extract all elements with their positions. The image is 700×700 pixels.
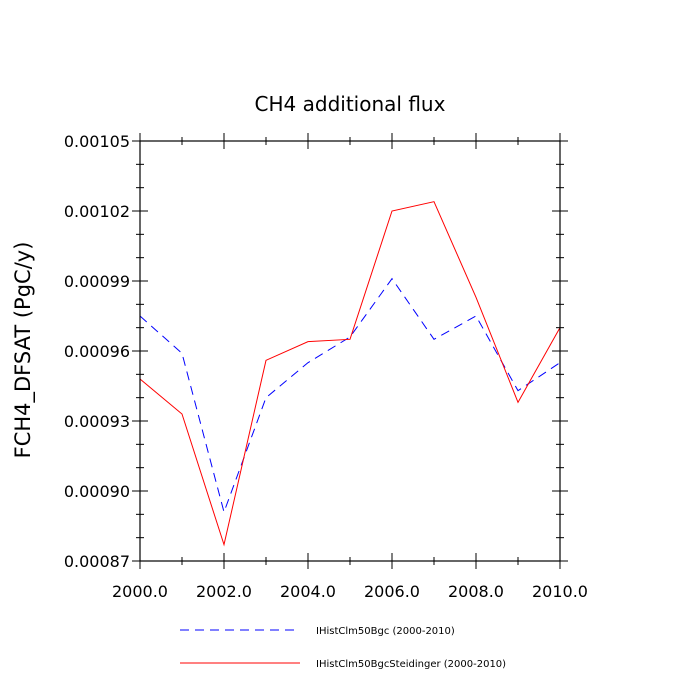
x-tick-label: 2002.0 (196, 582, 252, 601)
y-tick-label: 0.00087 (64, 552, 130, 571)
y-tick-label: 0.00093 (64, 412, 130, 431)
x-tick-label: 2004.0 (280, 582, 336, 601)
axis-ticks (132, 133, 568, 569)
y-tick-label: 0.00105 (64, 132, 130, 151)
y-axis-label: FCH4_DFSAT (PgC/y) (11, 242, 36, 459)
series-line-2 (139, 201, 561, 547)
x-tick-label: 2006.0 (364, 582, 420, 601)
legend-label-2: IHistClm50BgcSteidinger (2000-2010) (316, 659, 506, 670)
x-tick-label: 2010.0 (532, 582, 588, 601)
y-tick-label: 0.00096 (64, 342, 130, 361)
x-tick-label: 2008.0 (448, 582, 504, 601)
y-tick-label: 0.00090 (64, 482, 130, 501)
plot-lines (139, 201, 561, 547)
x-tick-label: 2000.0 (112, 582, 168, 601)
axis-tick-labels: 2000.0 2002.0 2004.0 2006.0 2008.0 2010.0 0.00… (64, 132, 588, 601)
series-line-1 (139, 277, 561, 514)
y-tick-label: 0.00099 (64, 272, 130, 291)
y-tick-label: 0.00102 (64, 202, 130, 221)
legend-label-1: IHistClm50Bgc (2000-2010) (316, 626, 455, 637)
chart-title: CH4 additional flux (255, 92, 446, 116)
legend: IHistClm50Bgc (2000-2010) IHistClm50BgcSt… (180, 626, 506, 670)
